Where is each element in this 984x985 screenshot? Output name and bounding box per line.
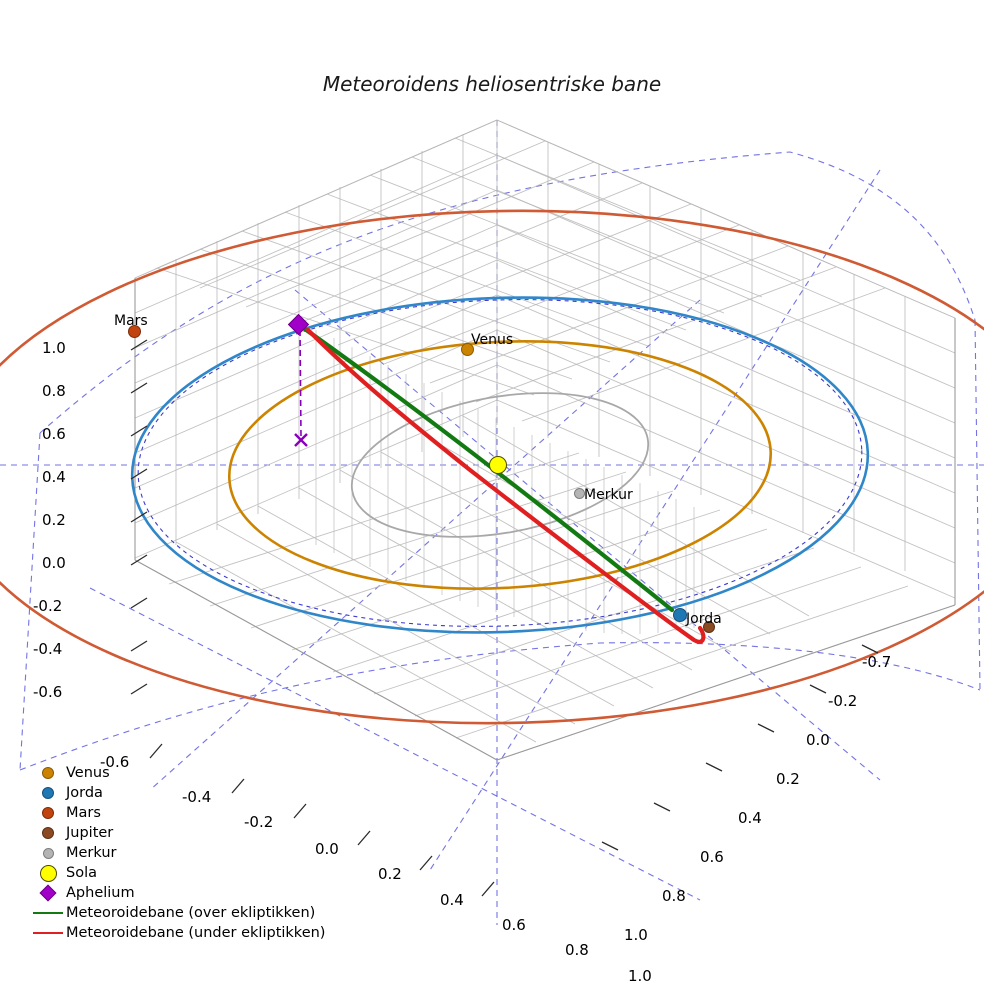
- aphelion-drop-line: [299, 329, 302, 439]
- x-tick-5: 0.4: [440, 891, 464, 909]
- z-tick-8: 1.0: [42, 339, 66, 357]
- legend-item[interactable]: Venus: [30, 763, 330, 783]
- tick-marks: [130, 339, 879, 897]
- marker-venus: [461, 343, 474, 356]
- legend-item[interactable]: Jupiter: [30, 823, 330, 843]
- legend-label-jorda: Jorda: [66, 785, 103, 801]
- aphelion-projection: [294, 329, 308, 447]
- legend-item[interactable]: Sola: [30, 863, 330, 883]
- legend-label-mars: Mars: [66, 805, 101, 821]
- z-tick-3: 0.0: [42, 554, 66, 572]
- z-tick-5: 0.4: [42, 468, 66, 486]
- legend-item[interactable]: Aphelium: [30, 883, 330, 903]
- orbit-mars: [0, 209, 984, 725]
- y-tick-0: -0.7: [862, 653, 892, 671]
- legend-marker-jupiter: [42, 827, 54, 839]
- legend-label-merkur: Merkur: [66, 845, 117, 861]
- y-tick-5: 0.6: [700, 848, 724, 866]
- z-tick-0: -0.6: [33, 683, 63, 701]
- legend-item[interactable]: Mars: [30, 803, 330, 823]
- legend-label-venus: Venus: [66, 765, 110, 781]
- legend-line-over-ekliptikken: [33, 911, 63, 915]
- legend-label-sola: Sola: [66, 865, 97, 881]
- aphelion-floor-cross: [294, 433, 308, 447]
- z-tick-4: 0.2: [42, 511, 66, 529]
- label-mars: Mars: [114, 313, 148, 329]
- marker-sola: [489, 456, 507, 474]
- legend-marker-venus: [42, 767, 54, 779]
- legend-marker-mars: [42, 807, 54, 819]
- legend-label-aphelium: Aphelium: [66, 885, 135, 901]
- label-venus: Venus: [471, 332, 514, 348]
- legend-line-under-ekliptikken: [33, 931, 63, 935]
- legend-label-jupiter: Jupiter: [66, 825, 114, 841]
- y-tick-6: 0.8: [662, 887, 686, 905]
- marker-jupiter: [703, 621, 715, 633]
- legend-label-under-ekliptikken: Meteoroidebane (under ekliptikken): [66, 925, 326, 941]
- y-tick-1: -0.2: [828, 692, 858, 710]
- legend-marker-jorda: [42, 787, 54, 799]
- legend-item[interactable]: Jorda: [30, 783, 330, 803]
- orbit-venus: [227, 340, 773, 590]
- track-below-ecliptic: [305, 327, 706, 644]
- orbit-jorda-dashed: [137, 299, 863, 627]
- legend-item[interactable]: Merkur: [30, 843, 330, 863]
- x-tick-0: -0.6: [100, 753, 130, 771]
- x-tick-7: 0.8: [565, 941, 589, 959]
- legend-marker-aphelium: [39, 884, 57, 902]
- legend: Venus Jorda Mars Jupiter Merkur Sola: [30, 763, 330, 943]
- x-tick-8: 1.0: [628, 967, 652, 985]
- z-tick-6: 0.6: [42, 425, 66, 443]
- page-title: Meteoroidens heliosentriske bane: [322, 72, 662, 96]
- legend-label-over-ekliptikken: Meteoroidebane (over ekliptikken): [66, 905, 316, 921]
- label-merkur: Merkur: [584, 487, 633, 503]
- x-tick-6: 0.6: [502, 916, 526, 934]
- y-tick-4: 0.4: [738, 809, 762, 827]
- orbit-merkur: [350, 392, 650, 538]
- x-tick-2: -0.2: [244, 813, 274, 831]
- legend-item[interactable]: Meteoroidebane (under ekliptikken): [30, 923, 330, 943]
- grid-wireframe: [134, 119, 956, 761]
- marker-jorda: [673, 608, 687, 622]
- marker-mars: [128, 325, 141, 338]
- x-tick-4: 0.2: [378, 865, 402, 883]
- x-tick-1: -0.4: [182, 788, 212, 806]
- z-tick-1: -0.4: [33, 640, 63, 658]
- x-tick-3: 0.0: [315, 840, 339, 858]
- legend-item[interactable]: Meteoroidebane (over ekliptikken): [30, 903, 330, 923]
- y-tick-2: 0.0: [806, 731, 830, 749]
- legend-marker-merkur: [42, 847, 54, 859]
- z-tick-2: -0.2: [33, 597, 63, 615]
- axes-panes: [135, 120, 955, 760]
- marker-merkur: [574, 488, 585, 499]
- y-tick-7: 1.0: [624, 926, 648, 944]
- z-tick-7: 0.8: [42, 382, 66, 400]
- y-tick-3: 0.2: [776, 770, 800, 788]
- label-jorda: Jorda: [686, 611, 722, 627]
- legend-marker-sola: [39, 864, 57, 882]
